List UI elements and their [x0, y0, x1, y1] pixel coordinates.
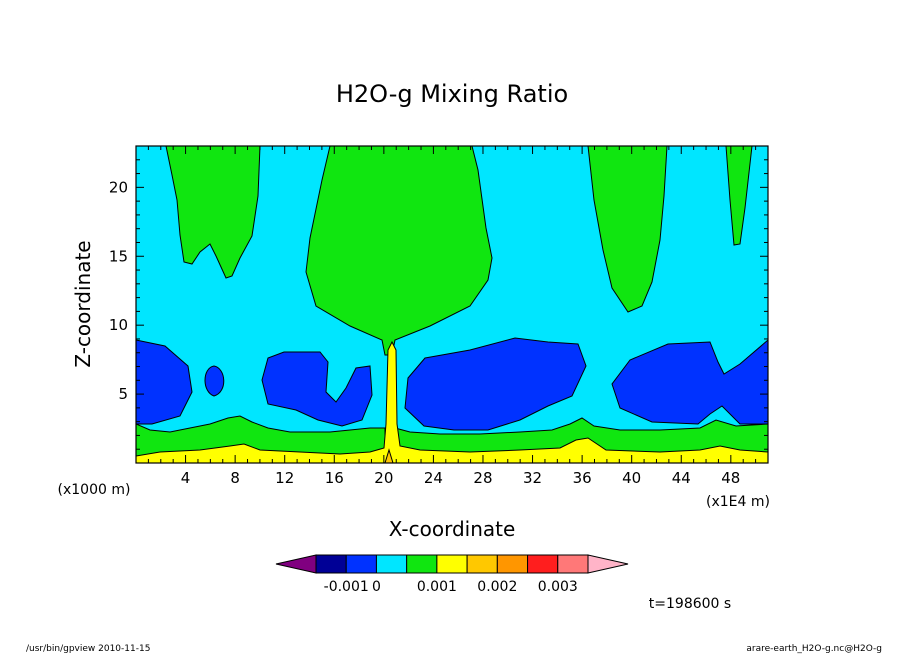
- colorbar: -0.001 0 0.001 0.002 0.003: [275, 554, 629, 595]
- blue-region-left: [136, 339, 193, 425]
- colorbar-label: 0.003: [538, 579, 578, 595]
- blue-region-mid: [261, 351, 373, 427]
- chart-title: H2O-g Mixing Ratio: [336, 80, 568, 108]
- x-unit-label: (x1E4 m): [706, 494, 770, 510]
- colorbar-segment: [436, 554, 468, 574]
- colorbar-segment: [406, 554, 438, 574]
- footer-left: /usr/bin/gpview 2010-11-15: [26, 644, 150, 654]
- y-tick-label: 15: [109, 247, 128, 265]
- colorbar-arrow-low: [275, 554, 317, 574]
- colorbar-label: 0.002: [477, 579, 517, 595]
- colorbar-segment: [527, 554, 559, 574]
- x-tick-label: 44: [672, 469, 691, 487]
- y-tick-label: 5: [118, 385, 128, 403]
- x-tick-label: 4: [181, 469, 191, 487]
- colorbar-label: -0.001: [324, 579, 369, 595]
- x-tick-label: 16: [325, 469, 344, 487]
- x-ticks: 4 8 12 16 20 24 28 32 36 40 44 48: [147, 146, 757, 487]
- plot-frame: [135, 145, 769, 464]
- colorbar-segment: [557, 554, 589, 574]
- blue-region-right: [611, 339, 768, 425]
- colorbar-label: 0: [372, 579, 381, 595]
- upper-green-region-far-right: [725, 146, 753, 246]
- y-tick-label: 20: [109, 178, 128, 196]
- footer-right: arare-earth_H2O-g.nc@H2O-g: [746, 644, 882, 654]
- x-tick-label: 24: [424, 469, 443, 487]
- x-tick-label: 12: [275, 469, 294, 487]
- colorbar-segment: [496, 554, 529, 574]
- blue-region-small: [204, 365, 225, 397]
- x-tick-label: 8: [230, 469, 240, 487]
- y-axis-label: Z-coordinate: [71, 240, 95, 367]
- x-tick-label: 32: [523, 469, 542, 487]
- x-tick-label: 36: [573, 469, 592, 487]
- surface-yellow-band: [136, 340, 768, 463]
- colorbar-segment: [375, 554, 408, 574]
- y-unit-label: (x1000 m): [58, 482, 131, 498]
- colorbar-segment: [345, 554, 377, 574]
- y-tick-label: 10: [109, 316, 128, 334]
- surface-orange-spot: [384, 448, 394, 463]
- colorbar-segment: [315, 554, 347, 574]
- x-tick-label: 40: [622, 469, 641, 487]
- x-tick-label: 28: [473, 469, 492, 487]
- x-tick-label: 48: [721, 469, 740, 487]
- time-label: t=198600 s: [649, 596, 731, 612]
- y-ticks: 5 10 15 20: [109, 159, 768, 450]
- blue-region-large: [404, 337, 587, 431]
- upper-green-region-left: [165, 146, 261, 279]
- upper-green-region-right: [587, 146, 668, 313]
- colorbar-segment: [466, 554, 498, 574]
- colorbar-label: 0.001: [417, 579, 457, 595]
- colorbar-arrow-high: [587, 554, 629, 574]
- x-axis-label: X-coordinate: [389, 517, 516, 541]
- x-tick-label: 20: [374, 469, 393, 487]
